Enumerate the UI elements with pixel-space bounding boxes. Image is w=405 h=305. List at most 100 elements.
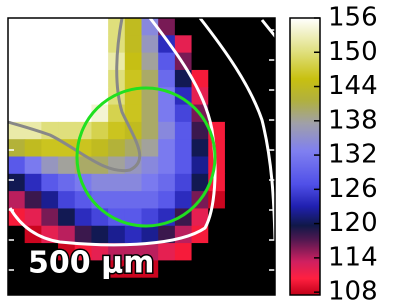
cell — [41, 35, 58, 53]
cell — [142, 139, 159, 157]
cell — [225, 18, 242, 36]
tick-label: 132 — [328, 140, 378, 170]
cell — [225, 122, 242, 140]
cell — [25, 35, 42, 53]
cell — [142, 70, 159, 88]
cell — [125, 174, 142, 192]
cell — [58, 35, 75, 53]
cell — [125, 53, 142, 71]
cell — [25, 139, 42, 157]
cell — [125, 226, 142, 244]
cell — [8, 226, 25, 244]
cell — [208, 278, 225, 296]
cell — [175, 139, 192, 157]
cell — [25, 157, 42, 175]
cell — [242, 174, 259, 192]
cell — [158, 70, 175, 88]
cell — [91, 70, 108, 88]
scale-label: 500 μm — [28, 246, 154, 281]
cell — [75, 226, 92, 244]
cell — [192, 53, 209, 71]
cell — [225, 174, 242, 192]
cell — [208, 226, 225, 244]
cell — [158, 157, 175, 175]
cell — [8, 174, 25, 192]
cell — [158, 243, 175, 261]
cell — [158, 122, 175, 140]
cell — [41, 105, 58, 123]
cell — [192, 157, 209, 175]
cell — [242, 53, 259, 71]
cell — [142, 53, 159, 71]
cell — [242, 226, 259, 244]
cell — [58, 87, 75, 105]
cell — [41, 53, 58, 71]
cell — [8, 191, 25, 209]
cell — [91, 18, 108, 36]
cell — [41, 18, 58, 36]
cell — [192, 278, 209, 296]
cell — [41, 87, 58, 105]
colorbar-ticks: 108114120126132138144150156 — [314, 3, 378, 305]
cell — [108, 139, 125, 157]
tick-label: 126 — [328, 174, 378, 204]
cell — [258, 53, 275, 71]
cell — [175, 157, 192, 175]
tick-label: 156 — [328, 3, 378, 33]
cell — [58, 53, 75, 71]
cell — [225, 35, 242, 53]
cell — [58, 105, 75, 123]
cell — [142, 35, 159, 53]
cell — [25, 53, 42, 71]
cell — [125, 70, 142, 88]
cell — [75, 53, 92, 71]
cell — [75, 87, 92, 105]
cell — [75, 18, 92, 36]
cell — [91, 226, 108, 244]
cell — [58, 157, 75, 175]
cell — [8, 243, 25, 261]
cell — [8, 278, 25, 296]
cell — [242, 243, 259, 261]
cell — [258, 243, 275, 261]
cell — [192, 35, 209, 53]
cell — [175, 122, 192, 140]
cell — [175, 191, 192, 209]
cell — [258, 70, 275, 88]
cell — [175, 260, 192, 278]
tick-label: 108 — [328, 277, 378, 305]
cell — [58, 208, 75, 226]
cell — [192, 260, 209, 278]
cell — [258, 278, 275, 296]
cell — [175, 18, 192, 36]
chart: 500 μm 108114120126132138144150156 — [0, 0, 405, 305]
cell — [41, 208, 58, 226]
cell — [225, 191, 242, 209]
cell — [242, 191, 259, 209]
cell — [225, 243, 242, 261]
cell — [8, 53, 25, 71]
cell — [75, 70, 92, 88]
cell — [225, 208, 242, 226]
cell — [8, 35, 25, 53]
cell — [242, 157, 259, 175]
cell — [91, 53, 108, 71]
cell — [25, 18, 42, 36]
cell — [25, 70, 42, 88]
cell — [175, 243, 192, 261]
cell — [41, 191, 58, 209]
cell — [58, 18, 75, 36]
cell — [225, 105, 242, 123]
cell — [91, 208, 108, 226]
cell — [8, 157, 25, 175]
cell — [142, 226, 159, 244]
cell — [192, 243, 209, 261]
cell — [58, 174, 75, 192]
cell — [41, 174, 58, 192]
cell — [192, 139, 209, 157]
cell — [58, 122, 75, 140]
cell — [175, 278, 192, 296]
cell — [91, 35, 108, 53]
cell — [225, 278, 242, 296]
cell — [41, 70, 58, 88]
